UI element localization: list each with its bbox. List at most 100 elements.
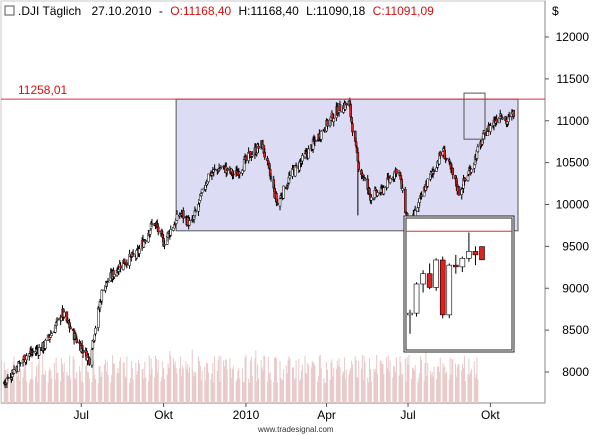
candle-up (401, 188, 404, 191)
candle-down (182, 210, 185, 219)
inset-inner-frame (405, 217, 513, 351)
x-tick-label: Okt (481, 408, 500, 422)
candle-up (144, 240, 147, 242)
x-tick-label: Jul (400, 408, 415, 422)
volume-bars (1, 346, 479, 403)
watermark: www.tradesignal.com (257, 425, 334, 434)
x-tick-label: Jul (74, 408, 89, 422)
candle-down (119, 265, 122, 269)
candle-down (432, 169, 436, 172)
candle-up (150, 223, 154, 225)
candle-down (75, 338, 79, 343)
x-axis: Jul Okt 2010 Apr Jul Okt (74, 403, 500, 422)
candle-up (44, 340, 47, 349)
candle-up (286, 183, 290, 186)
candle-up (147, 233, 150, 243)
candle-up (210, 172, 214, 176)
x-tick-label: 2010 (233, 408, 260, 422)
candle-up (90, 349, 94, 366)
inset-candle-up (433, 259, 439, 288)
candle-down (88, 357, 91, 365)
candle-down (257, 145, 260, 149)
candle-up (219, 167, 223, 169)
candle-down (156, 226, 160, 233)
candle-up (194, 210, 198, 213)
candle-down (272, 179, 275, 189)
inset-candle-down (439, 259, 446, 316)
y-tick-label: 10500 (556, 156, 590, 170)
candle-up (188, 220, 191, 226)
candle-down (263, 152, 267, 158)
zoom-inset (403, 215, 515, 353)
candles (2, 92, 515, 389)
candle-down (276, 202, 279, 205)
y-tick-label: 8500 (562, 323, 589, 337)
candle-down (338, 104, 342, 112)
candle-down (275, 192, 278, 203)
candle-down (87, 356, 90, 358)
candle-up (460, 188, 463, 196)
candle-down (356, 152, 360, 162)
candle-up (25, 355, 28, 361)
candle-down (353, 130, 357, 142)
candle-down (266, 158, 269, 162)
candle-down (447, 159, 451, 162)
candle-up (200, 188, 204, 193)
candle-up (238, 172, 241, 175)
candle-up (307, 148, 310, 159)
candle-down (420, 194, 423, 198)
inset-candle-up (413, 283, 420, 314)
currency-label: $ (552, 4, 559, 18)
candle-down (351, 123, 354, 133)
candle-up (113, 274, 116, 278)
candle-up (382, 187, 386, 195)
dash-sep: - (159, 4, 163, 18)
candle-up (148, 229, 152, 235)
inset-candle-down (472, 251, 479, 256)
inset-candle-up (407, 312, 413, 316)
candle-down (6, 376, 10, 379)
candle-down (349, 104, 352, 118)
header-checkbox[interactable] (4, 5, 15, 16)
candle-up (56, 318, 60, 320)
candle-down (269, 176, 273, 179)
candle-up (163, 244, 166, 246)
candle-down (445, 157, 448, 160)
y-tick-label: 12000 (556, 30, 590, 44)
candle-up (501, 117, 505, 120)
candle-up (426, 178, 429, 187)
candle-down (354, 141, 358, 147)
candle-down (368, 188, 371, 195)
candle-up (178, 214, 181, 217)
y-tick-label: 9000 (562, 281, 589, 295)
inset-candle-up (466, 251, 472, 259)
candle-up (316, 140, 319, 142)
candle-up (17, 361, 20, 372)
candle-down (225, 168, 229, 172)
candle-up (207, 173, 210, 182)
candle-up (12, 369, 16, 374)
candle-down (404, 189, 407, 214)
inset-candle-down (453, 264, 459, 268)
candle-down (125, 262, 129, 266)
candle-down (81, 350, 85, 354)
candle-up (332, 118, 335, 123)
candle-up (470, 168, 473, 173)
symbol-label: .DJI Täglich (18, 4, 81, 18)
chart-header: .DJI Täglich 27.10.2010 - O:11168,40 H:1… (4, 4, 559, 18)
candle-up (100, 289, 104, 302)
candle-up (319, 130, 323, 140)
y-tick-label: 10000 (556, 198, 590, 212)
y-tick-label: 11000 (557, 114, 590, 128)
candle-down (294, 164, 298, 167)
candle-up (135, 249, 138, 259)
candle-down (244, 155, 248, 161)
svg-text:.DJI Täglich 27.10.2010: .DJI Täglich 27.10.2010 - O:11168,40 H:1… (18, 4, 434, 18)
candle-up (106, 281, 110, 284)
candle-down (495, 118, 498, 123)
candle-down (326, 120, 329, 127)
candle-down (512, 109, 515, 117)
y-tick-label: 11500 (557, 72, 590, 86)
y-tick-label: 9500 (562, 239, 589, 253)
date-label: 27.10.2010 (91, 4, 151, 18)
